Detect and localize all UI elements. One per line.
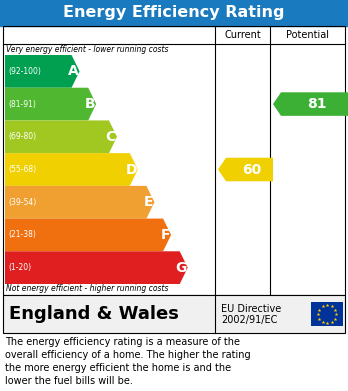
Text: Not energy efficient - higher running costs: Not energy efficient - higher running co… bbox=[6, 284, 168, 293]
Text: 2002/91/EC: 2002/91/EC bbox=[221, 315, 277, 325]
Polygon shape bbox=[5, 186, 155, 219]
Text: England & Wales: England & Wales bbox=[9, 305, 179, 323]
Text: Energy Efficiency Rating: Energy Efficiency Rating bbox=[63, 5, 285, 20]
Polygon shape bbox=[5, 88, 96, 120]
Text: C: C bbox=[106, 130, 116, 144]
Text: (81-91): (81-91) bbox=[8, 100, 36, 109]
Bar bbox=[3, 26, 345, 295]
Text: (39-54): (39-54) bbox=[8, 198, 36, 207]
Text: (69-80): (69-80) bbox=[8, 132, 36, 141]
Polygon shape bbox=[5, 55, 80, 88]
Text: EU Directive: EU Directive bbox=[221, 304, 281, 314]
Bar bbox=[0, 0, 348, 26]
Polygon shape bbox=[5, 219, 171, 251]
Text: A: A bbox=[68, 65, 79, 78]
Text: 81: 81 bbox=[307, 97, 326, 111]
Text: lower the fuel bills will be.: lower the fuel bills will be. bbox=[5, 376, 133, 386]
Polygon shape bbox=[218, 158, 273, 181]
Polygon shape bbox=[273, 92, 348, 116]
Text: G: G bbox=[175, 261, 187, 274]
Text: Current: Current bbox=[224, 30, 261, 40]
Text: D: D bbox=[125, 163, 137, 176]
Text: E: E bbox=[144, 195, 153, 209]
Text: (21-38): (21-38) bbox=[8, 230, 36, 239]
Text: Potential: Potential bbox=[286, 30, 329, 40]
Text: overall efficiency of a home. The higher the rating: overall efficiency of a home. The higher… bbox=[5, 350, 251, 360]
Bar bbox=[311, 302, 343, 326]
Text: (1-20): (1-20) bbox=[8, 263, 31, 272]
Text: Very energy efficient - lower running costs: Very energy efficient - lower running co… bbox=[6, 45, 168, 54]
Text: (92-100): (92-100) bbox=[8, 67, 41, 76]
Polygon shape bbox=[5, 120, 117, 153]
Text: 60: 60 bbox=[242, 163, 261, 176]
Bar bbox=[3, 295, 345, 333]
Text: F: F bbox=[160, 228, 170, 242]
Text: B: B bbox=[85, 97, 95, 111]
Text: the more energy efficient the home is and the: the more energy efficient the home is an… bbox=[5, 363, 231, 373]
Polygon shape bbox=[5, 251, 188, 284]
Text: The energy efficiency rating is a measure of the: The energy efficiency rating is a measur… bbox=[5, 337, 240, 347]
Polygon shape bbox=[5, 153, 138, 186]
Text: (55-68): (55-68) bbox=[8, 165, 36, 174]
